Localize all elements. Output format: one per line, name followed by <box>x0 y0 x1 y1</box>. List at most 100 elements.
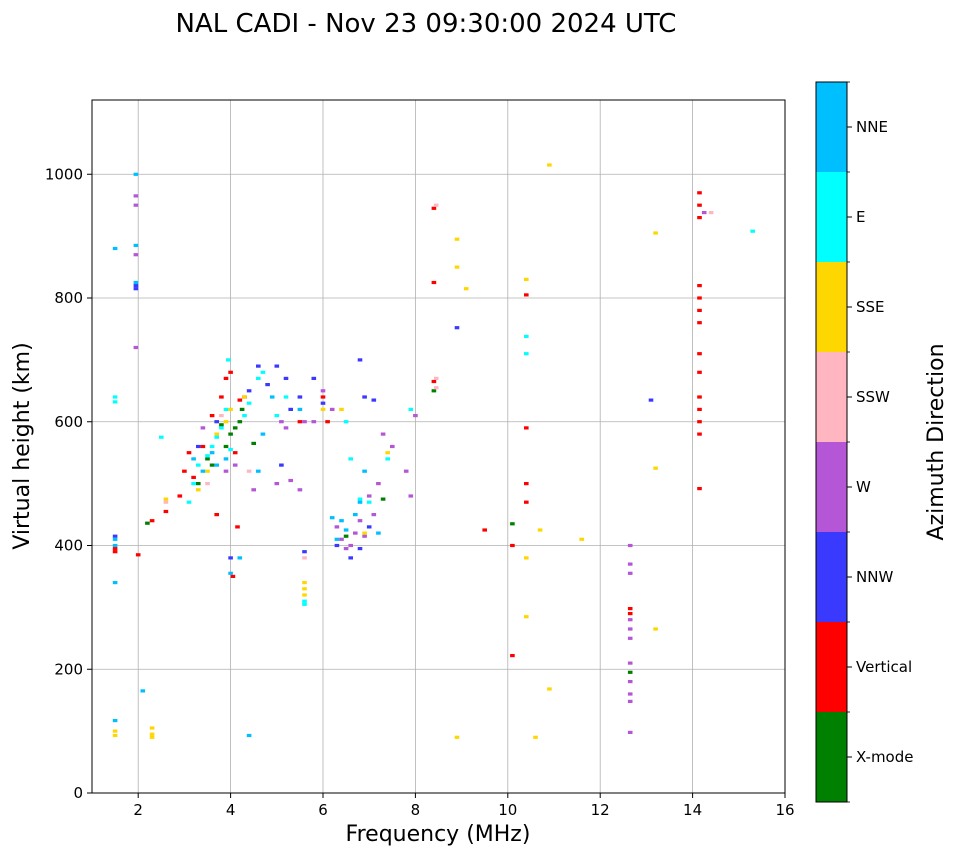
data-points <box>112 163 755 739</box>
data-point-vertical <box>482 528 487 532</box>
y-axis-label: Virtual height (km) <box>10 342 35 549</box>
data-point-x-mode <box>223 444 229 449</box>
data-point-x-mode <box>380 497 386 501</box>
data-point-w <box>627 636 633 640</box>
data-point-e <box>186 500 192 504</box>
data-point-vertical <box>320 395 326 399</box>
data-point-nnw <box>320 401 326 405</box>
data-point-x-mode <box>343 534 349 538</box>
data-point-nnw <box>228 556 233 560</box>
data-point-e <box>112 395 118 399</box>
data-point-w <box>251 488 256 492</box>
data-point-vertical <box>697 370 702 374</box>
data-point-vertical <box>230 574 236 578</box>
data-point-nne <box>112 537 118 541</box>
data-point-x-mode <box>510 522 515 526</box>
data-point-nnw <box>311 376 317 380</box>
data-point-e <box>524 334 529 338</box>
data-point-vertical <box>697 352 702 356</box>
data-point-e <box>348 457 353 461</box>
data-point-ssw <box>433 376 439 380</box>
data-point-e <box>343 420 349 424</box>
colorbar-title: Azimuth Direction <box>924 343 949 540</box>
data-point-w <box>627 571 633 575</box>
data-point-vertical <box>112 550 118 554</box>
data-point-vertical <box>135 553 141 557</box>
data-point-e <box>357 497 363 501</box>
colorbar-label: NNW <box>856 568 893 586</box>
data-point-nne <box>376 531 381 535</box>
data-point-w <box>390 444 395 449</box>
data-point-vertical <box>228 370 233 374</box>
data-point-nne <box>343 528 349 532</box>
data-point-nne <box>357 500 363 504</box>
data-point-e <box>246 401 252 405</box>
data-point-nne <box>339 519 344 523</box>
data-point-nnw <box>274 364 280 368</box>
data-point-nnw <box>133 287 139 291</box>
data-point-sse <box>547 163 552 167</box>
data-point-sse <box>163 497 169 501</box>
data-point-w <box>133 253 139 257</box>
data-point-vertical <box>431 206 437 210</box>
data-point-x-mode <box>219 423 224 427</box>
data-point-nne <box>237 556 243 560</box>
data-point-sse <box>214 432 219 436</box>
data-point-x-mode <box>205 457 210 461</box>
x-tick-label: 10 <box>498 801 517 819</box>
y-axis-ticks: 0 200 400 600 800 1000 <box>45 165 92 802</box>
data-point-sse <box>454 265 460 269</box>
data-point-vertical <box>182 469 187 473</box>
data-point-sse <box>537 528 543 532</box>
data-point-w <box>627 618 633 622</box>
data-point-e <box>260 370 266 374</box>
data-point-sse <box>454 735 460 739</box>
data-point-vertical <box>235 525 240 529</box>
plot-frame <box>91 99 786 794</box>
data-point-x-mode <box>239 407 245 411</box>
data-point-vertical <box>510 543 515 548</box>
colorbar-label: SSE <box>856 298 885 316</box>
data-point-sse <box>205 469 210 473</box>
data-point-vertical <box>697 203 702 207</box>
data-point-nnw <box>302 550 307 554</box>
data-point-w <box>627 562 633 566</box>
data-point-w <box>288 478 293 483</box>
data-point-e <box>242 414 247 418</box>
data-point-ssw <box>205 482 210 486</box>
data-point-nne <box>133 280 139 285</box>
x-axis-label: Frequency (MHz) <box>346 822 531 847</box>
colorbar-frame <box>815 81 848 803</box>
data-point-vertical <box>209 414 215 418</box>
data-point-vertical <box>697 432 702 436</box>
data-point-e <box>366 500 372 504</box>
grid-lines <box>92 100 785 793</box>
data-point-w <box>339 537 344 541</box>
data-point-x-mode <box>232 426 238 430</box>
data-point-e <box>159 435 164 439</box>
data-point-nne <box>260 432 266 436</box>
data-point-nnw <box>133 284 139 288</box>
data-point-sse <box>149 732 155 736</box>
data-point-sse <box>302 593 307 597</box>
colorbar-segment <box>816 352 847 442</box>
data-point-w <box>366 494 372 498</box>
data-point-w <box>627 699 633 703</box>
x-tick-label: 8 <box>411 801 421 819</box>
data-point-vertical <box>697 487 702 491</box>
data-point-w <box>133 345 139 350</box>
data-point-sse <box>579 537 584 541</box>
data-point-nne <box>133 172 139 176</box>
data-point-sse <box>524 615 529 619</box>
data-point-nne <box>112 543 118 548</box>
data-point-vertical <box>191 475 196 479</box>
x-axis-ticks: 2 4 6 8 10 12 14 16 <box>133 793 795 819</box>
data-point-w <box>279 420 284 424</box>
colorbar: X-mode Vertical NNW W SSW SSE E NNE <box>815 81 913 803</box>
data-point-sse <box>547 687 552 691</box>
data-point-vertical <box>237 398 243 402</box>
data-point-sse <box>454 237 460 241</box>
y-tick-label: 1000 <box>45 165 83 183</box>
data-point-nne <box>112 246 118 251</box>
